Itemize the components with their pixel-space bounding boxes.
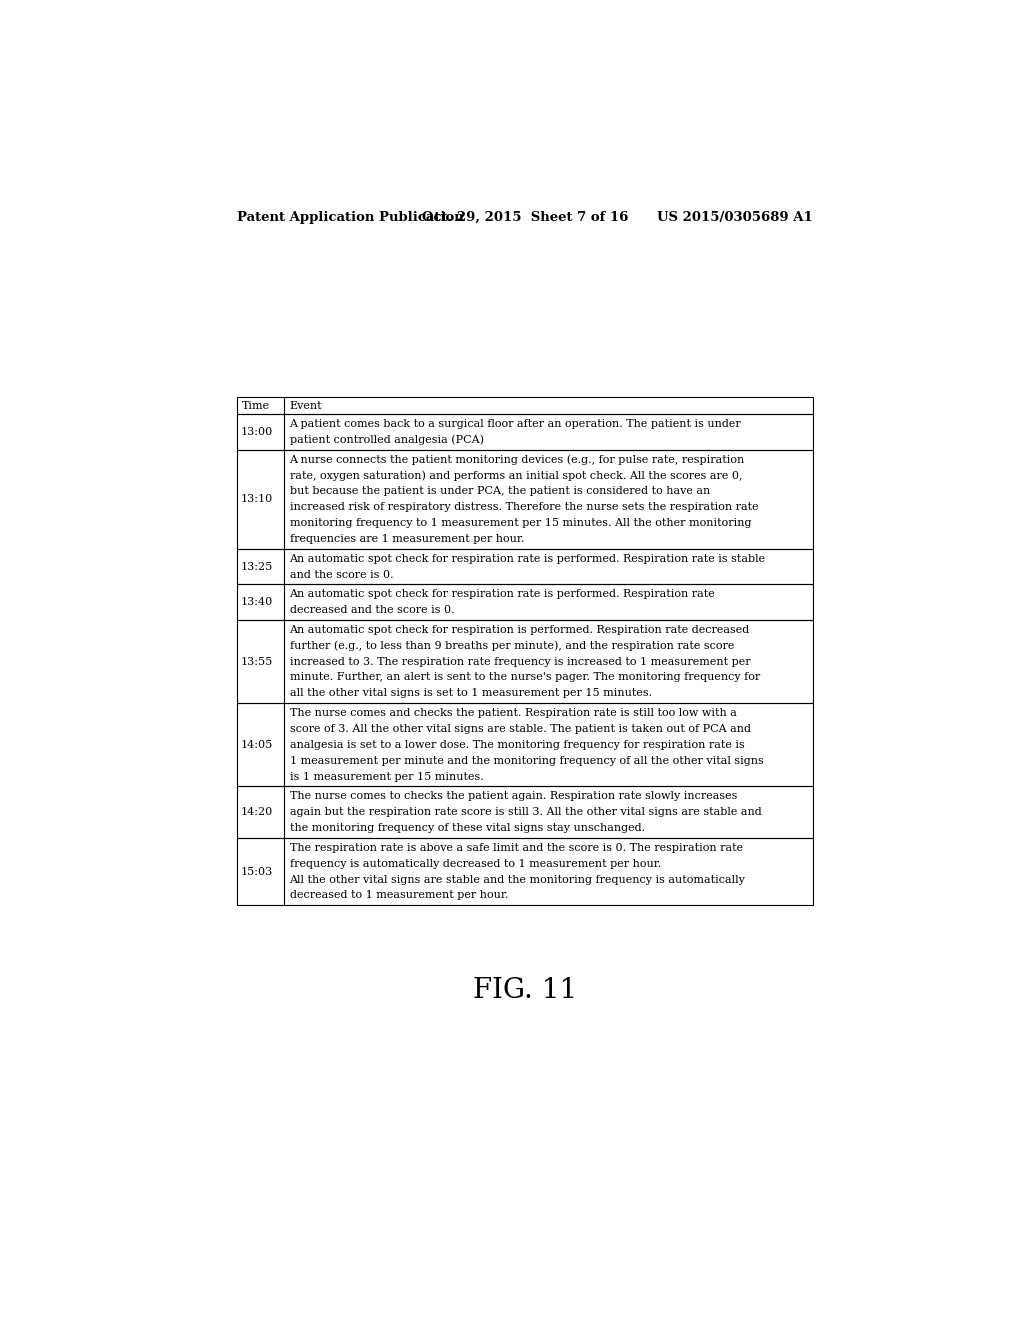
Text: increased to 3. The respiration rate frequency is increased to 1 measurement per: increased to 3. The respiration rate fre… [290, 656, 751, 667]
Text: Event: Event [290, 400, 323, 411]
Bar [237, 549, 813, 585]
Text: 13:00: 13:00 [241, 426, 273, 437]
Text: frequency is automatically decreased to 1 measurement per hour.: frequency is automatically decreased to … [290, 859, 660, 869]
Text: decreased and the score is 0.: decreased and the score is 0. [290, 605, 455, 615]
Text: 15:03: 15:03 [241, 867, 273, 876]
Text: An automatic spot check for respiration rate is performed. Respiration rate is s: An automatic spot check for respiration … [290, 553, 766, 564]
Text: 14:20: 14:20 [241, 808, 273, 817]
Text: decreased to 1 measurement per hour.: decreased to 1 measurement per hour. [290, 891, 508, 900]
Text: is 1 measurement per 15 minutes.: is 1 measurement per 15 minutes. [290, 772, 483, 781]
Text: 13:55: 13:55 [241, 656, 273, 667]
Text: rate, oxygen saturation) and performs an initial spot check. All the scores are : rate, oxygen saturation) and performs an… [290, 470, 742, 480]
Text: increased risk of respiratory distress. Therefore the nurse sets the respiration: increased risk of respiratory distress. … [290, 502, 758, 512]
Text: An automatic spot check for respiration rate is performed. Respiration rate: An automatic spot check for respiration … [290, 589, 716, 599]
Text: 13:25: 13:25 [241, 561, 273, 572]
Bar [237, 397, 813, 414]
Text: The nurse comes and checks the patient. Respiration rate is still too low with a: The nurse comes and checks the patient. … [290, 708, 736, 718]
Text: The respiration rate is above a safe limit and the score is 0. The respiration r: The respiration rate is above a safe lim… [290, 842, 742, 853]
Text: A patient comes back to a surgical floor after an operation. The patient is unde: A patient comes back to a surgical floor… [290, 418, 741, 429]
Text: 13:10: 13:10 [241, 494, 273, 504]
Text: the monitoring frequency of these vital signs stay unschanged.: the monitoring frequency of these vital … [290, 824, 645, 833]
Text: Patent Application Publication: Patent Application Publication [237, 211, 464, 224]
Text: US 2015/0305689 A1: US 2015/0305689 A1 [657, 211, 813, 224]
Bar [237, 787, 813, 838]
Bar [237, 585, 813, 620]
Text: 1 measurement per minute and the monitoring frequency of all the other vital sig: 1 measurement per minute and the monitor… [290, 756, 763, 766]
Text: patient controlled analgesia (PCA): patient controlled analgesia (PCA) [290, 434, 483, 445]
Text: An automatic spot check for respiration is performed. Respiration rate decreased: An automatic spot check for respiration … [290, 624, 750, 635]
Text: score of 3. All the other vital signs are stable. The patient is taken out of PC: score of 3. All the other vital signs ar… [290, 723, 751, 734]
Bar [237, 704, 813, 787]
Text: minute. Further, an alert is sent to the nurse's pager. The monitoring frequency: minute. Further, an alert is sent to the… [290, 672, 760, 682]
Text: but because the patient is under PCA, the patient is considered to have an: but because the patient is under PCA, th… [290, 486, 710, 496]
Text: frequencies are 1 measurement per hour.: frequencies are 1 measurement per hour. [290, 533, 524, 544]
Text: FIG. 11: FIG. 11 [473, 977, 577, 1003]
Text: analgesia is set to a lower dose. The monitoring frequency for respiration rate : analgesia is set to a lower dose. The mo… [290, 739, 744, 750]
Text: A nurse connects the patient monitoring devices (e.g., for pulse rate, respirati: A nurse connects the patient monitoring … [290, 454, 744, 465]
Bar [237, 450, 813, 549]
Bar [237, 414, 813, 450]
Text: 14:05: 14:05 [241, 739, 273, 750]
Text: monitoring frequency to 1 measurement per 15 minutes. All the other monitoring: monitoring frequency to 1 measurement pe… [290, 517, 751, 528]
Bar [237, 620, 813, 704]
Text: Time: Time [242, 400, 269, 411]
Text: 13:40: 13:40 [241, 597, 273, 607]
Bar [237, 838, 813, 906]
Text: The nurse comes to checks the patient again. Respiration rate slowly increases: The nurse comes to checks the patient ag… [290, 791, 737, 801]
Text: all the other vital signs is set to 1 measurement per 15 minutes.: all the other vital signs is set to 1 me… [290, 688, 651, 698]
Text: again but the respiration rate score is still 3. All the other vital signs are s: again but the respiration rate score is … [290, 808, 761, 817]
Text: further (e.g., to less than 9 breaths per minute), and the respiration rate scor: further (e.g., to less than 9 breaths pe… [290, 640, 734, 651]
Text: All the other vital signs are stable and the monitoring frequency is automatical: All the other vital signs are stable and… [290, 875, 745, 884]
Text: Oct. 29, 2015  Sheet 7 of 16: Oct. 29, 2015 Sheet 7 of 16 [422, 211, 628, 224]
Text: and the score is 0.: and the score is 0. [290, 569, 393, 579]
